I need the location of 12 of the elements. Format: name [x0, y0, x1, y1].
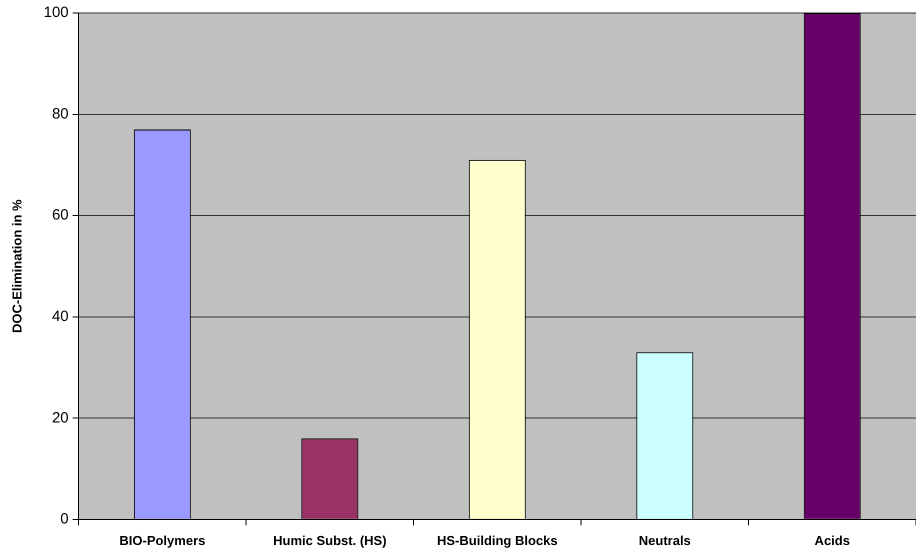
x-tick-label: Neutrals — [638, 532, 691, 548]
y-tick-label: 100 — [44, 4, 69, 22]
x-tick-label: BIO-Polymers — [119, 532, 206, 548]
y-tick-label: 40 — [52, 308, 69, 325]
x-tick-label: HS-Building Blocks — [437, 532, 558, 548]
y-axis-title: DOC-Elimination in % — [9, 198, 24, 334]
x-tick-label: Acids — [814, 532, 850, 548]
y-tick-label: 80 — [52, 105, 69, 122]
y-tick-label: 60 — [52, 206, 69, 224]
y-tick-label: 0 — [60, 510, 69, 528]
y-tick-label: 20 — [52, 409, 69, 426]
x-tick-label: Humic Subst. (HS) — [273, 532, 387, 548]
